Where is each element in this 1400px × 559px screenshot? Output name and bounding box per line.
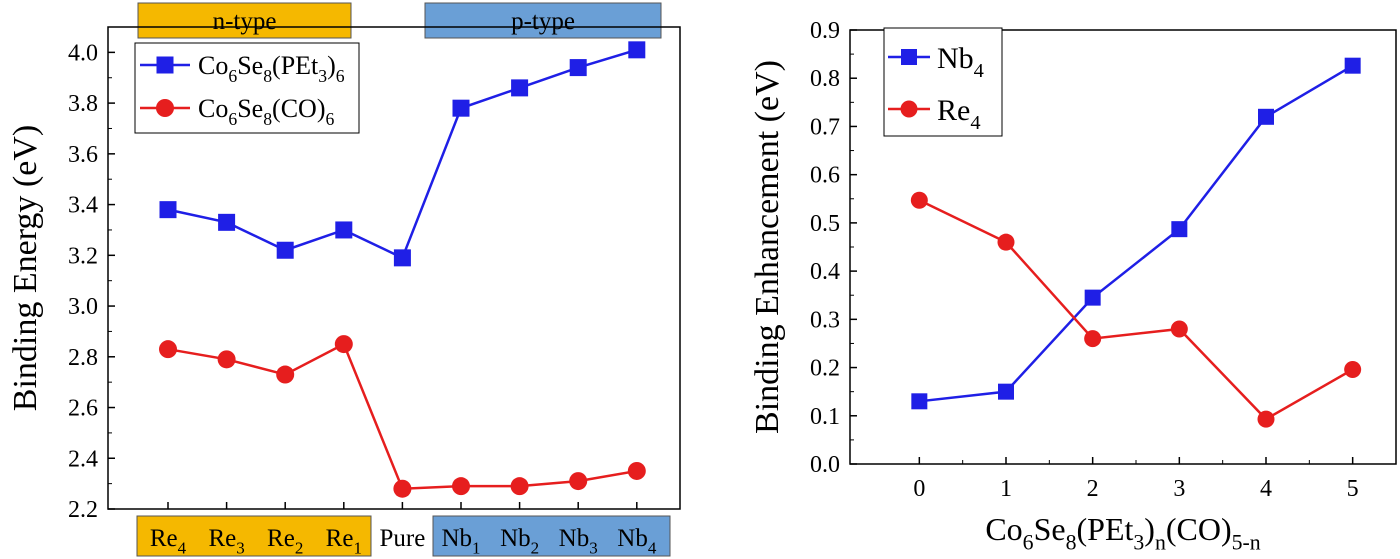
y-tick-label: 0.9	[810, 18, 840, 44]
x-tick-label: Nb4	[617, 525, 657, 558]
data-point-square	[1258, 108, 1274, 125]
data-point-circle	[910, 191, 928, 209]
n-type-category-box	[136, 515, 372, 557]
y-tick-label: 2.2	[68, 497, 98, 523]
data-point-circle	[1170, 320, 1188, 338]
data-point-circle	[997, 233, 1015, 251]
y-tick-label: 0.1	[810, 404, 840, 430]
x-tick-label: 5	[1347, 476, 1359, 502]
data-point-square	[569, 59, 587, 77]
y-tick-label: 3.0	[68, 294, 98, 320]
y-tick-label: 0.6	[810, 163, 840, 189]
data-point-circle	[510, 477, 529, 496]
legend-marker-circle	[900, 100, 918, 118]
legend-label: Nb4	[937, 42, 984, 82]
y-tick-label: 0.2	[810, 356, 840, 382]
right-chart-panel: 0.0 0.1 0.2 0.3 0.4 0.5 0.6 0.7 0.8 0.9 0 1 2 3 4 5 Bind…	[749, 18, 1397, 555]
data-point-square	[1084, 289, 1101, 306]
legend-label: Co6Se8(CO)6	[198, 94, 335, 129]
data-point-square	[1171, 221, 1188, 238]
x-tick-label: Nb1	[441, 525, 480, 558]
data-point-square	[452, 99, 470, 117]
x-tick-label: 1	[1000, 476, 1012, 502]
series-line-co	[167, 342, 638, 490]
y-tick-label: 2.6	[68, 396, 98, 422]
data-point-circle	[334, 335, 353, 354]
x-tick-label: Re3	[208, 525, 244, 558]
data-point-circle	[393, 479, 412, 498]
x-tick-label: Nb3	[559, 525, 598, 558]
legend-marker-circle	[156, 99, 174, 117]
legend-marker-square	[156, 56, 174, 74]
p-type-category-box	[432, 515, 671, 557]
y-tick-label: 3.8	[68, 91, 98, 117]
y-tick-label: 3.6	[68, 142, 98, 168]
legend-box	[883, 27, 1003, 137]
y-tick-label: 3.2	[68, 243, 98, 269]
x-tick-label: 2	[1087, 476, 1099, 502]
x-axis-label: Co6Se8(PEt3)n(CO)5-n	[985, 511, 1260, 555]
data-point-square	[628, 41, 646, 59]
data-point-square	[159, 201, 177, 219]
y-tick-label: 0.4	[810, 259, 840, 285]
y-tick-label: 4.0	[68, 40, 98, 66]
y-tick-label: 0.3	[810, 307, 840, 333]
y-tick-label: 0.0	[810, 452, 840, 478]
x-tick-label: 0	[913, 476, 925, 502]
y-tick-label: 0.5	[810, 211, 840, 237]
data-point-circle	[1344, 360, 1362, 378]
y-axis-label: Binding Enhancement (eV)	[749, 60, 786, 434]
legend-label: Co6Se8(PEt3)6	[198, 51, 345, 86]
y-tick-label: 2.4	[68, 446, 98, 472]
legend: Co6Se8(PEt3)6 Co6Se8(CO)6	[134, 42, 360, 134]
data-point-circle	[159, 340, 177, 359]
data-point-circle	[276, 365, 295, 384]
data-point-square	[218, 213, 236, 231]
x-tick-label: Re1	[326, 525, 362, 558]
region-header-n-type	[137, 2, 352, 39]
data-point-square	[393, 249, 411, 267]
region-header-label: p-type	[511, 8, 575, 35]
x-tick-label: Nb2	[500, 525, 539, 558]
data-point-circle	[1257, 410, 1275, 428]
y-axis-label: Binding Energy (eV)	[7, 125, 44, 411]
legend-label: Re4	[937, 94, 981, 134]
y-tick-label: 0.7	[810, 114, 840, 140]
y-tick-label: 3.4	[68, 193, 98, 219]
region-header-p-type	[424, 2, 662, 39]
data-point-circle	[452, 477, 470, 496]
data-point-square	[911, 393, 928, 410]
x-tick-label: Pure	[379, 525, 425, 552]
data-point-circle	[1084, 330, 1102, 348]
data-point-circle	[569, 472, 588, 491]
data-point-square	[998, 383, 1014, 400]
data-point-circle	[217, 350, 236, 369]
series-line-re4	[918, 199, 1354, 421]
data-point-square	[335, 221, 353, 239]
y-tick-label: 0.8	[810, 66, 840, 92]
data-point-square	[1344, 57, 1361, 74]
x-tick-label: Re2	[267, 525, 303, 558]
x-tick-label: Re4	[150, 525, 187, 558]
data-point-circle	[627, 461, 646, 480]
plot-frame	[107, 26, 681, 510]
x-tick-label: 4	[1260, 476, 1272, 502]
region-header-label: n-type	[213, 8, 277, 35]
series-line-nb4	[919, 64, 1354, 403]
x-tick-label: 3	[1173, 476, 1185, 502]
left-chart-panel: n-type p-type 2.2 2.4 2.6 2.8 3.0 3.2 3.4 3.6 3.8 4…	[7, 2, 681, 558]
legend-marker-square	[901, 49, 917, 65]
data-point-square	[511, 79, 529, 97]
y-tick-label: 2.8	[68, 345, 98, 371]
data-point-square	[276, 241, 294, 259]
